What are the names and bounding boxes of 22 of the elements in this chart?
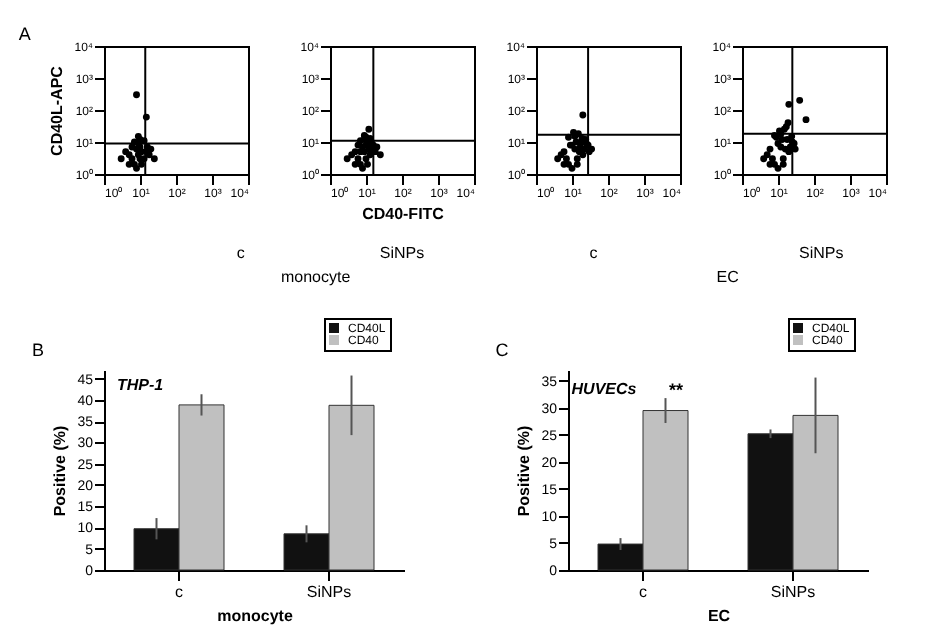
x-tick-label: SiNPs <box>306 583 352 601</box>
annotation: THP-1 <box>116 376 165 394</box>
y-axis-title: Positive (%) <box>51 424 70 517</box>
y-axis-title: CD40L-APC <box>48 65 67 156</box>
x-axis-title: monocyte <box>217 607 294 625</box>
text: EC <box>716 268 740 286</box>
text: c <box>236 244 245 262</box>
x-axis-title: CD40-FITC <box>362 205 445 223</box>
text: SiNPs <box>379 244 425 262</box>
text: B <box>31 340 45 360</box>
annotation: ** <box>668 380 684 400</box>
x-tick-label: c <box>175 583 183 601</box>
annotation: HUVECs <box>571 380 638 398</box>
x-axis-title: EC <box>707 607 731 625</box>
text: c <box>589 244 598 262</box>
x-tick-label: SiNPs <box>770 583 816 601</box>
text: monocyte <box>280 268 352 286</box>
y-axis-title: Positive (%) <box>515 424 534 517</box>
text: SiNPs <box>798 244 844 262</box>
text: C <box>495 340 510 360</box>
x-tick-label: c <box>639 583 647 601</box>
text: A <box>18 24 31 44</box>
